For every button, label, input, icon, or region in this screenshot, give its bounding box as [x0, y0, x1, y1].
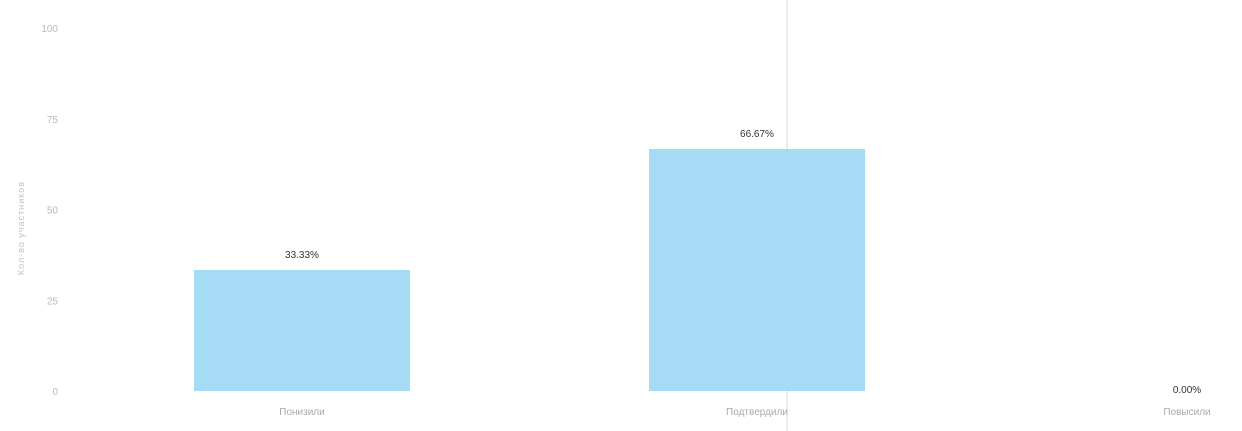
data-labels-group: 33.33% 66.67% 0.00%	[285, 129, 1201, 396]
y-axis-label: Кол-во участников	[16, 181, 26, 275]
bars-group	[194, 148, 865, 391]
y-tick-label: 75	[47, 115, 59, 126]
category-label: Повысили	[1163, 407, 1210, 418]
bar-1[interactable]	[194, 270, 410, 391]
category-label: Подтвердили	[726, 407, 788, 418]
y-tick-label: 0	[52, 387, 58, 398]
bar-2[interactable]	[649, 148, 865, 391]
y-tick-label: 25	[47, 296, 59, 307]
data-label: 33.33%	[285, 250, 319, 261]
category-label: Понизили	[279, 407, 324, 418]
y-tick-label: 50	[47, 206, 59, 217]
y-tick-label: 100	[41, 24, 58, 35]
category-labels-group: Понизили Подтвердили Повысили	[279, 407, 1210, 418]
data-label: 0.00%	[1173, 385, 1201, 396]
data-label: 66.67%	[740, 129, 774, 140]
y-axis: Кол-во участников 0 25 50 75 100	[16, 24, 58, 398]
